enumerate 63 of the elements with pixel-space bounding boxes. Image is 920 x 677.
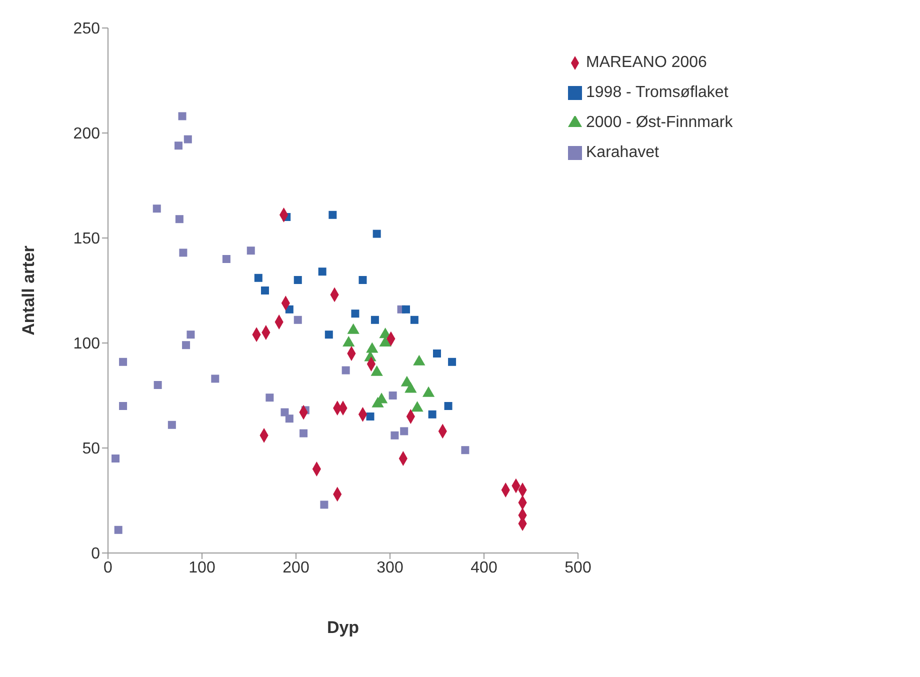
legend-label: 1998 - Tromsøflaket (586, 84, 728, 101)
point (400, 427, 408, 436)
point (402, 305, 410, 314)
point (320, 500, 328, 509)
point (152, 204, 161, 213)
y-tick-label: 200 (73, 126, 100, 143)
y-tick-label: 50 (82, 440, 100, 458)
legend-label: MAREANO 2006 (586, 54, 707, 71)
point (294, 316, 302, 324)
x-tick-label: 0 (104, 559, 113, 576)
point (448, 358, 456, 366)
x-tick-label: 500 (564, 559, 592, 576)
point (119, 358, 128, 366)
y-tick-label: 150 (73, 230, 100, 248)
x-axis-title: Dyp (326, 618, 360, 637)
point (184, 135, 192, 144)
point (178, 112, 186, 120)
y-tick-label: 250 (73, 20, 100, 38)
point (461, 446, 470, 454)
point (390, 431, 399, 440)
point (168, 420, 176, 429)
point (324, 330, 333, 339)
point (280, 408, 289, 416)
y-tick-label: 100 (73, 336, 100, 353)
point (388, 392, 397, 400)
point (328, 210, 337, 219)
point (114, 526, 122, 534)
point (211, 374, 220, 383)
point (294, 276, 302, 284)
point (366, 412, 374, 420)
point (342, 366, 350, 374)
x-tick-label: 200 (282, 559, 310, 576)
y-axis-title: Antall arter (19, 245, 38, 336)
point (444, 402, 452, 410)
y-tick-label: 0 (91, 546, 100, 563)
point (222, 255, 230, 263)
point (119, 402, 128, 410)
x-tick-label: 400 (470, 559, 498, 576)
point (372, 230, 381, 238)
point (300, 429, 308, 438)
point (410, 316, 418, 324)
point (112, 454, 120, 462)
point (285, 414, 294, 423)
point (266, 394, 274, 402)
point (428, 410, 436, 418)
point (260, 286, 269, 294)
point (370, 316, 379, 324)
point (186, 330, 195, 339)
point (358, 276, 367, 284)
point (175, 215, 184, 224)
point (179, 248, 188, 257)
point (182, 341, 190, 350)
point (174, 142, 182, 150)
point (154, 381, 162, 389)
x-tick-label: 300 (376, 559, 404, 576)
legend-label: Karahavet (586, 144, 659, 161)
point (433, 350, 441, 358)
legend-label: 2000 - Øst-Finnmark (586, 114, 733, 131)
point (318, 268, 326, 276)
x-tick-label: 100 (188, 559, 216, 576)
point (246, 246, 255, 255)
point (254, 274, 262, 282)
point (351, 310, 360, 318)
